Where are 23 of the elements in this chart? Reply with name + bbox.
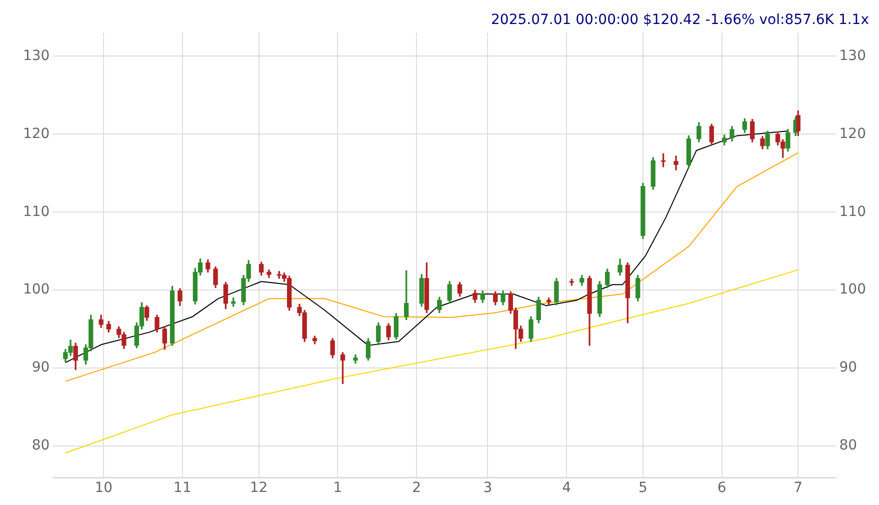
y2-tick-label: 90 [839,360,858,376]
y-tick-label: 100 [22,282,50,298]
y-tick-label: 130 [22,48,50,64]
x-tick-label: 11 [174,480,192,496]
y2-tick-label: 100 [839,282,866,298]
y-tick-label: 120 [22,126,50,142]
y2-tick-label: 130 [839,48,866,64]
x-tick-label: 7 [794,480,803,496]
y-tick-label: 110 [22,204,50,220]
x-tick-label: 4 [562,480,572,496]
x-tick-label: 6 [717,480,726,496]
x-tick-label: 2 [412,480,421,496]
x-tick-label: 3 [483,480,492,496]
y-tick-label: 90 [32,360,50,376]
x-tick-label: 10 [94,480,113,496]
chart-title: 2025.07.01 00:00:00 $120.42 -1.66% vol:857.6K 1.1x [491,12,869,28]
x-tick-label: 12 [250,480,268,496]
y-tick-label: 80 [32,438,50,454]
x-tick-label: 5 [638,480,648,496]
x-tick-label: 1 [333,480,342,496]
y2-tick-label: 120 [839,126,866,142]
y2-tick-label: 80 [839,438,858,454]
y2-tick-label: 110 [839,204,866,220]
